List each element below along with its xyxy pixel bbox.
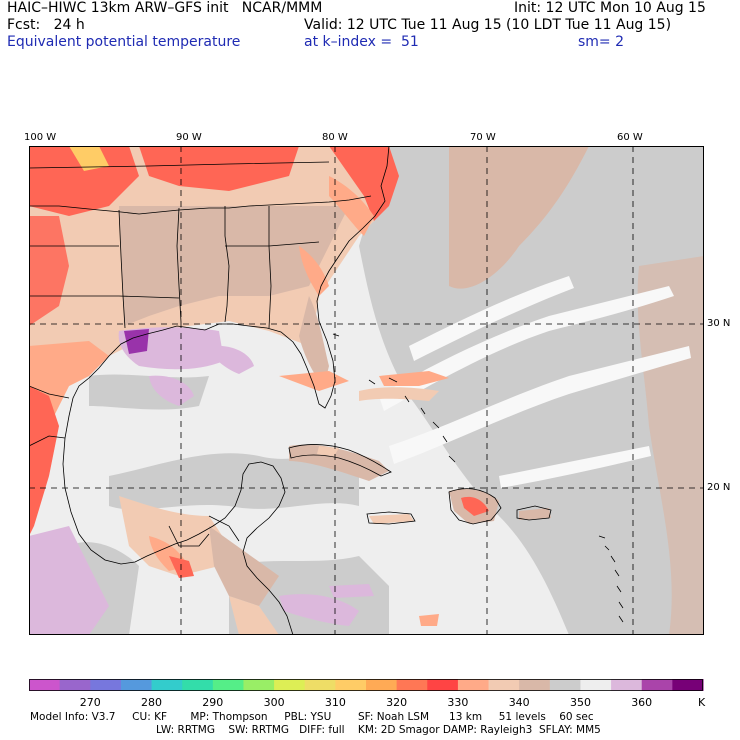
colorbar-swatch: [366, 679, 398, 691]
colorbar-swatch: [212, 679, 244, 691]
colorbar-tick-label: 290: [202, 696, 223, 709]
colorbar-tick-label: 360: [631, 696, 652, 709]
coastlines-and-borders: [29, 146, 624, 635]
colorbar-tick-label: 270: [80, 696, 101, 709]
colorbar-swatch: [182, 679, 214, 691]
colorbar-swatch: [427, 679, 459, 691]
header-level: at k–index = 51: [304, 34, 419, 50]
colorbar-tick-label: 350: [570, 696, 591, 709]
colorbar-swatch: [335, 679, 367, 691]
colorbar-swatch: [549, 679, 581, 691]
theta-e-map: [29, 146, 704, 635]
lat-label-30n: 30 N: [707, 318, 731, 329]
header-field-name: Equivalent potential temperature: [7, 34, 241, 50]
colorbar-swatch: [29, 679, 61, 691]
white-streaks: [379, 276, 691, 488]
colorbar-swatch: [641, 679, 673, 691]
header-forecast-hour: Fcst: 24 h: [7, 17, 85, 33]
colorbar-tick-label: 330: [447, 696, 468, 709]
colorbar-swatch: [243, 679, 275, 691]
colorbar-swatch: [488, 679, 520, 691]
colorbar-swatch: [519, 679, 551, 691]
colorbar-swatch: [396, 679, 428, 691]
lon-label-80w: 80 W: [322, 132, 348, 143]
colorbar-tick-label: 320: [386, 696, 407, 709]
header-smoothing: sm= 2: [578, 34, 625, 50]
lon-label-60w: 60 W: [617, 132, 643, 143]
colorbar-swatch: [274, 679, 306, 691]
colorbar-tick-label: 300: [264, 696, 285, 709]
colorbar-swatch: [151, 679, 183, 691]
colorbar-swatch: [611, 679, 643, 691]
colorbar-swatch: [304, 679, 336, 691]
colorbar-tick-label: 310: [325, 696, 346, 709]
lat-label-20n: 20 N: [707, 482, 731, 493]
footer-physics-info: LW: RRTMG SW: RRTMG DIFF: full KM: 2D Sm…: [156, 724, 601, 736]
lat-lon-grid: [29, 146, 704, 635]
colorbar-swatch: [672, 679, 704, 691]
lon-label-90w: 90 W: [176, 132, 202, 143]
header-init-time: Init: 12 UTC Mon 10 Aug 15: [514, 0, 706, 16]
footer-model-info: Model Info: V3.7 CU: KF MP: Thompson PBL…: [30, 711, 594, 723]
colorbar-swatch: [120, 679, 153, 691]
lon-label-100w: 100 W: [24, 132, 57, 143]
colorbar-swatch: [457, 679, 490, 691]
colorbar: 270 280 290 300 310 320 330 340 350 360 K: [29, 679, 706, 709]
colorbar-swatch: [59, 679, 91, 691]
lon-label-70w: 70 W: [470, 132, 496, 143]
colorbar-tick-labels: 270 280 290 300 310 320 330 340 350 360: [80, 696, 652, 709]
colorbar-swatch: [90, 679, 122, 691]
lavender-gulf-patches: [118, 327, 374, 626]
header-model-title: HAIC–HIWC 13km ARW–GFS init NCAR/MMM: [7, 0, 323, 16]
colorbar-swatches: [29, 679, 704, 691]
colorbar-tick-label: 340: [509, 696, 530, 709]
colorbar-unit: K: [698, 696, 706, 709]
colorbar-swatch: [580, 679, 612, 691]
warm-coastal-band: [279, 176, 449, 401]
header-valid-time: Valid: 12 UTC Tue 11 Aug 15 (10 LDT Tue …: [304, 17, 672, 33]
colorbar-tick-label: 280: [141, 696, 162, 709]
